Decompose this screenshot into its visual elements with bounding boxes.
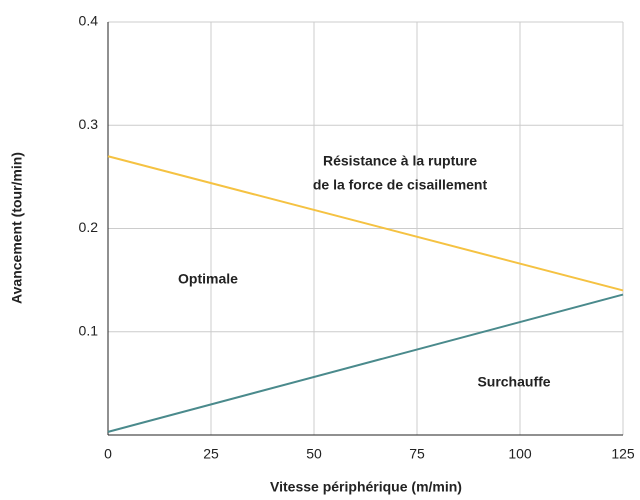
x-tick-label: 0: [104, 446, 112, 462]
y-axis-label: Avancement (tour/min): [9, 152, 25, 304]
x-tick-label: 75: [409, 446, 425, 462]
y-tick-label: 0.3: [79, 116, 99, 132]
line: [107, 155, 624, 292]
annotation: Résistance à la rupture: [323, 153, 477, 169]
annotation: Surchauffe: [477, 374, 550, 390]
x-tick-label: 100: [508, 446, 532, 462]
x-axis-label: Vitesse périphérique (m/min): [270, 479, 462, 495]
annotation: de la force de cisaillement: [313, 177, 488, 193]
x-tick-label: 50: [306, 446, 322, 462]
y-tick-label: 0.4: [79, 13, 99, 29]
x-tick-label: 125: [611, 446, 635, 462]
y-tick-label: 0.2: [79, 219, 99, 235]
y-tick-label: 0.1: [79, 322, 99, 338]
x-tick-label: 25: [203, 446, 219, 462]
line: [107, 293, 624, 433]
annotation: Optimale: [178, 271, 238, 287]
